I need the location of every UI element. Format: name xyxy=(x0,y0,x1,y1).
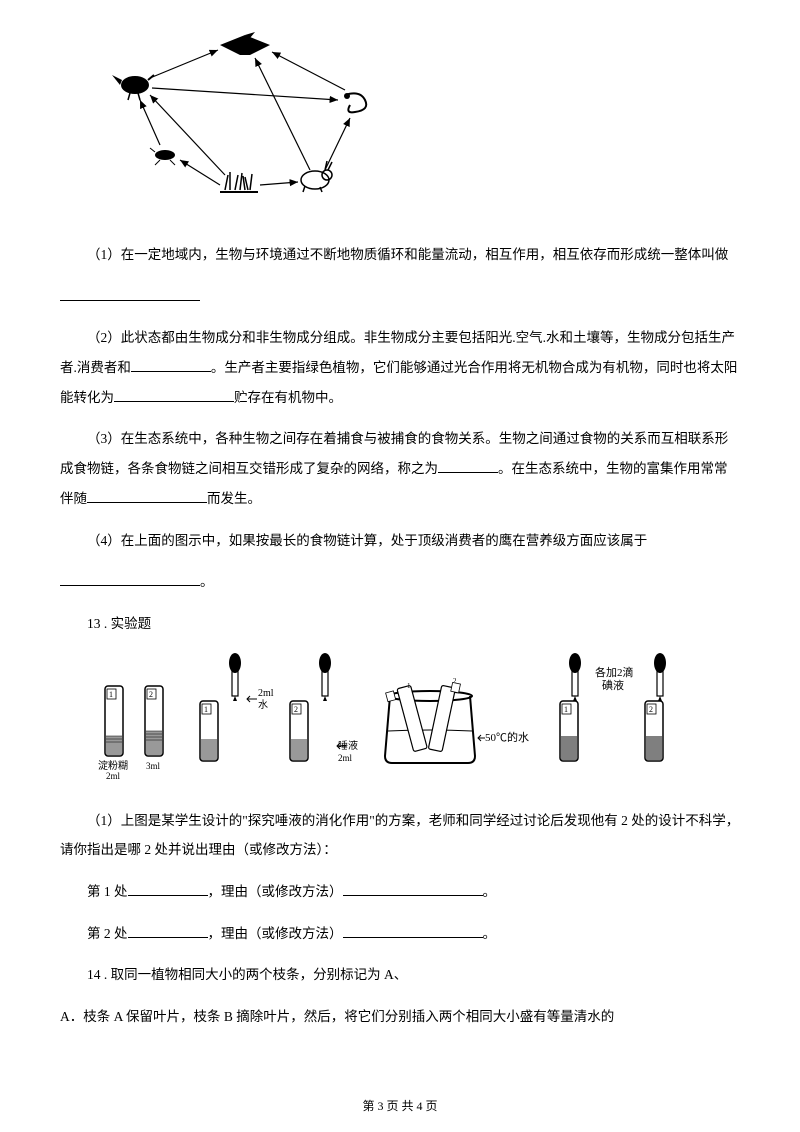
iodine-label1: 各加2滴 xyxy=(595,665,634,679)
q13-l1-mid: ，理由（或修改方法） xyxy=(208,884,343,899)
dropper-iodine-2 xyxy=(654,653,666,701)
q1-p4-post: 。 xyxy=(200,574,214,589)
insect-icon xyxy=(150,148,175,165)
q13-title: 13 . 实验题 xyxy=(60,609,740,639)
q1-p1-text: （1）在一定地域内，生物与环境通过不断地物质循环和能量流动，相互作用，相互依存而… xyxy=(87,247,728,262)
q1-p1-blank xyxy=(60,287,200,301)
snake-icon xyxy=(344,93,366,112)
tube2-final: 2 xyxy=(645,701,663,761)
svg-text:水: 水 xyxy=(258,699,268,711)
q13-line2: 第 2 处 ，理由（或修改方法） 。 xyxy=(60,919,740,949)
svg-text:1: 1 xyxy=(407,682,411,690)
tube2-starch: 2 3ml xyxy=(145,686,163,771)
dropper-saliva: 唾液 2ml xyxy=(319,653,358,763)
q1-p4-blank-line: 。 xyxy=(60,567,740,597)
grass-icon xyxy=(220,172,258,192)
q1-para1: （1）在一定地域内，生物与环境通过不断地物质循环和能量流动，相互作用，相互依存而… xyxy=(60,240,740,270)
svg-text:2: 2 xyxy=(649,705,653,714)
page-footer: 第 3 页 共 4 页 xyxy=(0,1097,800,1114)
q14-title: 14 . 取同一植物相同大小的两个枝条，分别标记为 A、 xyxy=(60,960,740,990)
q1-para3: （3）在生态系统中，各种生物之间存在着捕食与被捕食的食物关系。生物之间通过食物的… xyxy=(60,424,740,513)
q13-l2-blank2 xyxy=(343,924,483,938)
q1-p4-text: （4）在上面的图示中，如果按最长的食物链计算，处于顶级消费者的鹰在营养级方面应该… xyxy=(87,533,647,548)
svg-text:2ml: 2ml xyxy=(258,688,274,699)
q1-p3-post: 而发生。 xyxy=(207,491,261,506)
tube1-final: 1 xyxy=(560,701,578,761)
svg-text:1: 1 xyxy=(564,705,568,714)
q13-l2-blank1 xyxy=(128,924,208,938)
q1-p3-blank1 xyxy=(438,460,498,474)
svg-text:2: 2 xyxy=(149,690,153,699)
svg-text:3ml: 3ml xyxy=(146,761,161,771)
experiment-diagram: 1 淀粉糊 2ml 2 3ml 2ml 水 1 xyxy=(90,651,710,786)
q1-p3-blank2 xyxy=(87,489,207,503)
q13-l1-blank2 xyxy=(343,882,483,896)
food-web-diagram xyxy=(100,30,740,215)
q13-l1-post: 。 xyxy=(483,884,497,899)
q13-l1-pre: 第 1 处 xyxy=(87,884,128,899)
svg-text:1: 1 xyxy=(204,705,208,714)
svg-text:2ml: 2ml xyxy=(106,771,121,781)
q1-p1-blank-line xyxy=(60,282,740,312)
q1-p4-blank xyxy=(60,573,200,587)
svg-text:50℃的水: 50℃的水 xyxy=(485,730,529,744)
dropper-iodine-1 xyxy=(569,653,581,701)
q13-l2-pre: 第 2 处 xyxy=(87,926,128,941)
beaker-50c: 50℃的水 1 2 xyxy=(385,677,529,763)
svg-text:1: 1 xyxy=(109,690,113,699)
q14-line: A．枝条 A 保留叶片，枝条 B 摘除叶片，然后，将它们分别插入两个相同大小盛有… xyxy=(60,1002,740,1032)
q13-p1: （1）上图是某学生设计的"探究唾液的消化作用"的方案，老师和同学经过讨论后发现他… xyxy=(60,806,740,865)
q1-p2-blank1 xyxy=(131,359,211,373)
q1-p2-blank2 xyxy=(114,388,234,402)
q1-p2-post: 贮存在有机物中。 xyxy=(234,390,342,405)
svg-text:2ml: 2ml xyxy=(338,753,353,763)
q1-para4: （4）在上面的图示中，如果按最长的食物链计算，处于顶级消费者的鹰在营养级方面应该… xyxy=(60,526,740,556)
tube1-water: 1 xyxy=(200,701,218,761)
tube1-starch: 1 淀粉糊 2ml xyxy=(98,686,128,781)
svg-text:2: 2 xyxy=(453,677,457,685)
eagle-icon xyxy=(220,32,270,55)
tube2-saliva: 2 xyxy=(290,701,308,761)
q13-l2-post: 。 xyxy=(483,926,497,941)
q13-l1-blank1 xyxy=(128,882,208,896)
q13-l2-mid: ，理由（或修改方法） xyxy=(208,926,343,941)
q13-line1: 第 1 处 ，理由（或修改方法） 。 xyxy=(60,877,740,907)
dropper-water: 2ml 水 xyxy=(229,653,274,711)
iodine-label2: 碘液 xyxy=(602,678,624,692)
bird-icon xyxy=(112,75,154,100)
svg-text:2: 2 xyxy=(294,705,298,714)
q1-para2: （2）此状态都由生物成分和非生物成分组成。非生物成分主要包括阳光.空气.水和土壤… xyxy=(60,323,740,412)
